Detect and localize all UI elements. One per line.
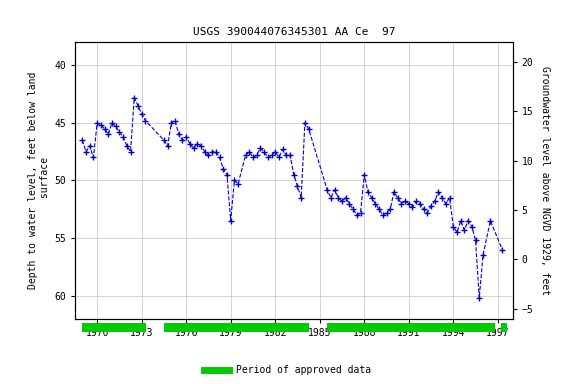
Y-axis label: Depth to water level, feet below land
 surface: Depth to water level, feet below land su…	[28, 72, 50, 289]
Bar	[327, 323, 495, 332]
Bar	[82, 323, 146, 332]
Bar	[164, 323, 309, 332]
Legend: Period of approved data: Period of approved data	[200, 361, 376, 379]
Title: USGS 390044076345301 AA Ce  97: USGS 390044076345301 AA Ce 97	[192, 27, 395, 37]
Y-axis label: Groundwater level above NGVD 1929, feet: Groundwater level above NGVD 1929, feet	[540, 66, 550, 295]
Bar	[501, 323, 507, 332]
